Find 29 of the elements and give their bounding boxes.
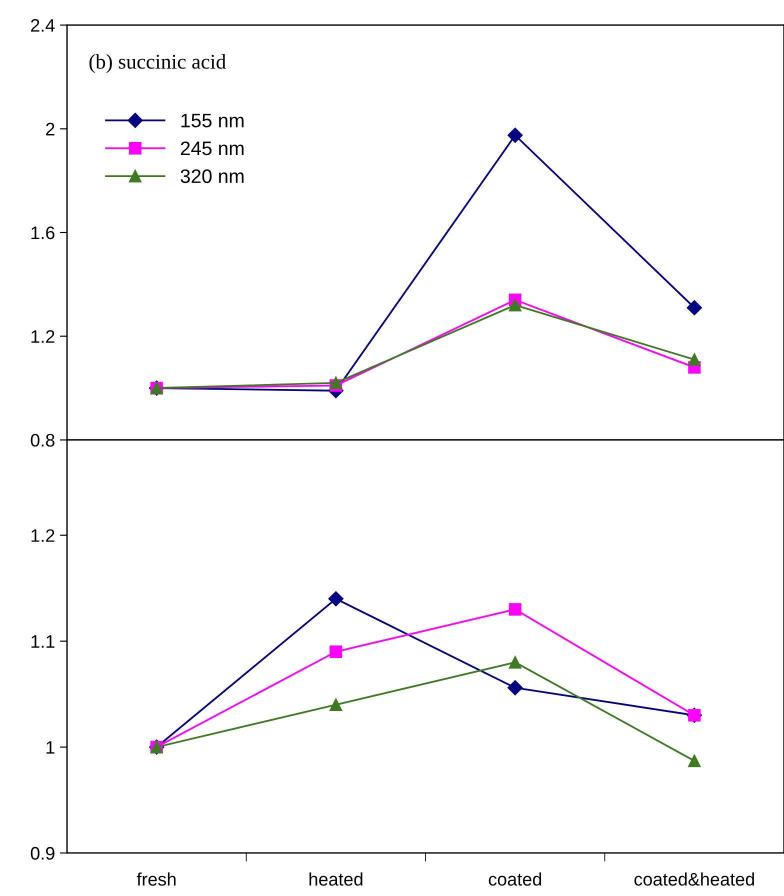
y-tick-label: 1.6 [32, 226, 54, 240]
point [508, 603, 522, 616]
point [330, 698, 342, 711]
x-tick-label: coated [488, 872, 542, 886]
point [330, 646, 342, 658]
point [508, 656, 522, 669]
y-tick-label: 1.2 [32, 529, 54, 542]
legend-label: 245 nm [180, 141, 244, 156]
point [330, 376, 342, 390]
point [508, 128, 523, 143]
y-tick-label: 1.1 [32, 635, 54, 648]
point [686, 300, 702, 316]
point [688, 353, 701, 366]
y-tick-label: 0.9 [30, 846, 54, 860]
legend-label: 155 nm [181, 114, 244, 128]
point [328, 591, 344, 606]
legend-label: 320 nm [180, 169, 244, 184]
point [688, 754, 701, 768]
y-tick-label: 1.2 [32, 330, 54, 343]
y-tick-label: 2.4 [31, 19, 55, 32]
x-tick-label: fresh [136, 872, 176, 886]
point [508, 298, 522, 312]
text: (b) succinic acid [89, 54, 226, 74]
y-tick-label: 1 [46, 741, 54, 754]
y-tick-label: 0.8 [30, 434, 54, 447]
y-tick-label: 2 [46, 122, 54, 136]
x-tick-label: coated&heated [634, 872, 754, 886]
point [508, 680, 523, 696]
x-tick-label: heated [310, 872, 362, 886]
